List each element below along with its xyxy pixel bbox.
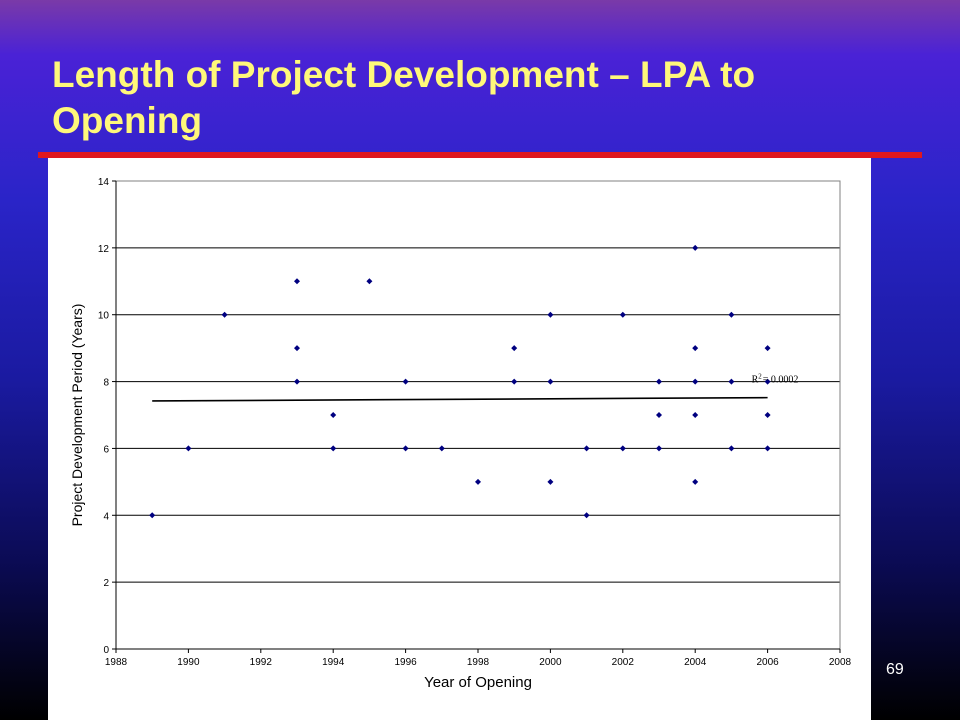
plot-area — [115, 180, 841, 650]
y-tick-label: 4 — [103, 511, 109, 522]
y-tick-label: 2 — [103, 578, 109, 589]
data-point — [547, 311, 554, 318]
data-point — [692, 378, 699, 385]
data-point — [330, 412, 337, 418]
title-underline — [38, 152, 922, 158]
data-point — [294, 278, 300, 285]
data-point — [692, 478, 699, 485]
data-point — [221, 311, 228, 318]
data-point — [366, 278, 373, 285]
data-point — [692, 244, 699, 251]
data-point — [547, 378, 554, 385]
x-tick-label: 2002 — [612, 657, 635, 668]
x-tick-label: 1990 — [177, 657, 200, 668]
data-point — [656, 412, 662, 418]
data-point — [547, 478, 554, 485]
x-tick-label: 1998 — [467, 657, 490, 668]
slide-title: Length of Project Development – LPA to O… — [52, 54, 756, 141]
data-point — [511, 378, 518, 385]
x-tick-label: 1996 — [394, 657, 417, 668]
r-squared-annotation: R2= 0.0002 — [752, 373, 799, 386]
trendline — [152, 396, 768, 402]
x-tick-label: 2006 — [756, 657, 779, 668]
data-point — [511, 345, 518, 352]
x-tick-label: 1988 — [105, 657, 128, 668]
data-point — [764, 345, 771, 352]
y-tick-label: 6 — [103, 444, 109, 455]
data-point — [475, 478, 481, 485]
scatter-chart: 0 2 4 6 8 10 12 14 1988 1990 1992 1994 1996 1998 2000 2… — [69, 177, 852, 691]
data-point — [656, 378, 662, 385]
x-tick-label: 1994 — [322, 657, 345, 668]
chart-panel: 0 2 4 6 8 10 12 14 1988 1990 1992 1994 1996 1998 2000 2… — [48, 158, 871, 720]
data-point — [764, 445, 771, 452]
data-point — [619, 445, 626, 452]
y-tick-label: 14 — [98, 177, 110, 188]
data-point — [728, 311, 735, 318]
x-tick-label: 2004 — [684, 657, 707, 668]
x-tick-label: 2000 — [539, 657, 562, 668]
data-point — [764, 378, 771, 385]
data-point — [583, 445, 590, 452]
x-tick-label: 2008 — [829, 657, 852, 668]
y-tick-label: 10 — [98, 311, 110, 322]
data-point — [692, 345, 699, 352]
data-point — [764, 412, 771, 418]
data-point — [402, 445, 409, 452]
data-point — [402, 378, 409, 385]
data-point — [728, 378, 735, 385]
data-point — [619, 311, 626, 318]
data-point — [149, 512, 156, 519]
data-point — [438, 445, 445, 452]
y-tick-label: 0 — [103, 645, 109, 656]
data-point — [294, 378, 300, 385]
data-point — [185, 445, 192, 452]
x-axis-title: Year of Opening — [424, 674, 532, 691]
y-axis-title: Project Development Period (Years) — [69, 304, 85, 527]
data-point — [692, 412, 699, 418]
page-number: 69 — [886, 661, 904, 678]
data-point — [656, 445, 662, 452]
data-point — [330, 445, 337, 452]
data-point — [728, 445, 735, 452]
x-tick-label: 1992 — [250, 657, 273, 668]
data-point — [294, 345, 300, 352]
y-tick-label: 8 — [103, 378, 109, 389]
data-point — [583, 512, 590, 519]
y-tick-label: 12 — [98, 244, 110, 255]
